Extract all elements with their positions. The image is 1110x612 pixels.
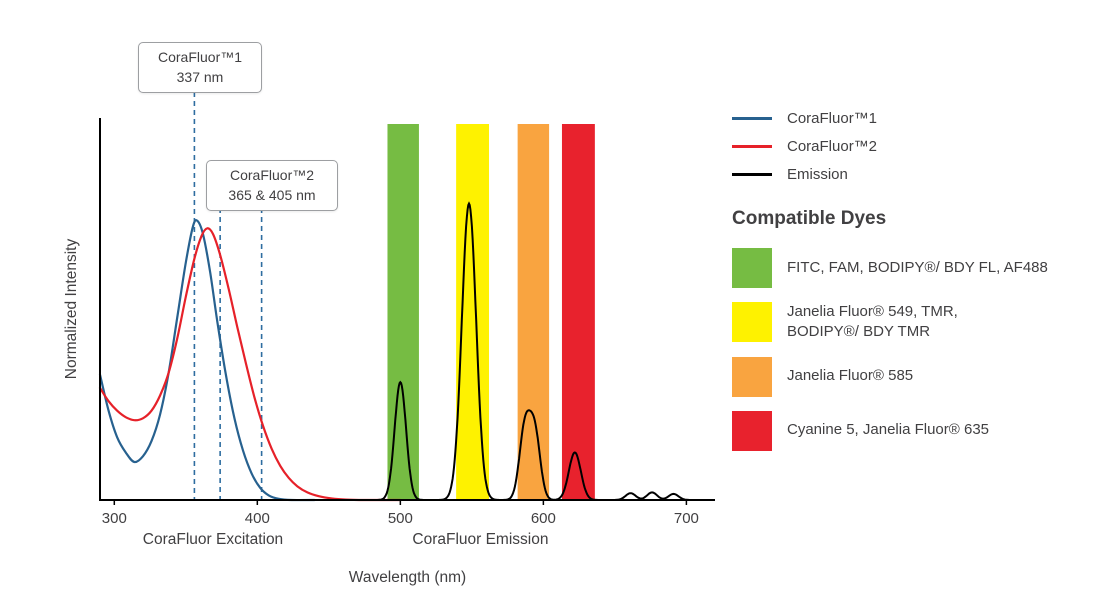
x-tick-label: 400	[245, 510, 270, 527]
legend-label-emission: Emission	[787, 165, 848, 183]
emission-curve	[350, 201, 708, 501]
axes	[99, 118, 715, 501]
spectra-chart: 300 400 500 600 700 CoraFluor Excitation CoraF…	[63, 92, 715, 586]
legend-label-corafluor2: CoraFluor™2	[787, 137, 878, 155]
compatible-dyes-title: Compatible Dyes	[732, 208, 887, 229]
dye-item-yellow: Janelia Fluor® 549, TMR, BODIPY®/ BDY TM…	[732, 302, 1104, 343]
annotation-corafluor2: CoraFluor™2 365 & 405 nm	[206, 160, 338, 212]
dye-swatch-yellow	[732, 302, 772, 343]
legend-line-sample-blue	[732, 116, 772, 120]
legend-item-emission: Emission	[732, 160, 1104, 188]
dye-item-orange: Janelia Fluor® 585	[732, 356, 1104, 397]
dye-item-red: Cyanine 5, Janelia Fluor® 635	[732, 410, 1104, 451]
excitation-curve	[98, 218, 316, 502]
dye-label-green: FITC, FAM, BODIPY®/ BDY FL, AF488	[787, 258, 1048, 276]
annotation-corafluor2-title: CoraFluor™2	[229, 167, 315, 183]
x-tick-label: 700	[674, 510, 699, 527]
excitation-curve	[98, 227, 402, 502]
annotation-corafluor1-value: 337 nm	[176, 68, 224, 85]
axis-section-label: CoraFluor Excitation	[143, 531, 283, 548]
legend-panel: CoraFluor™1 CoraFluor™2 Emission Compati…	[732, 104, 1104, 465]
x-tick-label: 300	[102, 510, 127, 527]
y-axis-title: Normalized Intensity	[63, 239, 80, 380]
dye-label-orange: Janelia Fluor® 585	[787, 367, 914, 385]
legend-line-sample-black	[732, 172, 772, 176]
dye-label-red: Cyanine 5, Janelia Fluor® 635	[787, 421, 990, 439]
legend-item-corafluor2: CoraFluor™2	[732, 132, 1104, 160]
dye-swatch-red	[732, 410, 772, 451]
legend-line-sample-red	[732, 144, 772, 148]
band-JF549-TMR-BODIPY-TMR-window	[456, 124, 490, 500]
annotation-corafluor2-value: 365 & 405 nm	[228, 186, 316, 203]
legend-label-corafluor1: CoraFluor™1	[787, 109, 878, 127]
x-tick-label: 600	[531, 510, 556, 527]
x-tick-label: 500	[388, 510, 413, 527]
dye-swatch-green	[732, 248, 772, 288]
annotation-corafluor1: CoraFluor™1 337 nm	[138, 42, 262, 94]
x-axis-title: Wavelength (nm)	[349, 569, 466, 586]
dye-swatch-orange	[732, 356, 772, 397]
band-FITC-FAM-BODIPY-FL-AF488-window	[387, 124, 419, 500]
dye-item-green: FITC, FAM, BODIPY®/ BDY FL, AF488	[732, 248, 1104, 288]
legend-item-corafluor1: CoraFluor™1	[732, 104, 1104, 132]
axis-section-label: CoraFluor Emission	[412, 531, 548, 548]
annotation-corafluor1-title: CoraFluor™1	[157, 49, 243, 65]
dye-label-yellow: Janelia Fluor® 549, TMR, BODIPY®/ BDY TM…	[787, 303, 958, 341]
band-JF585-window	[517, 124, 550, 500]
band-Cy5-JF635-window	[561, 124, 595, 500]
